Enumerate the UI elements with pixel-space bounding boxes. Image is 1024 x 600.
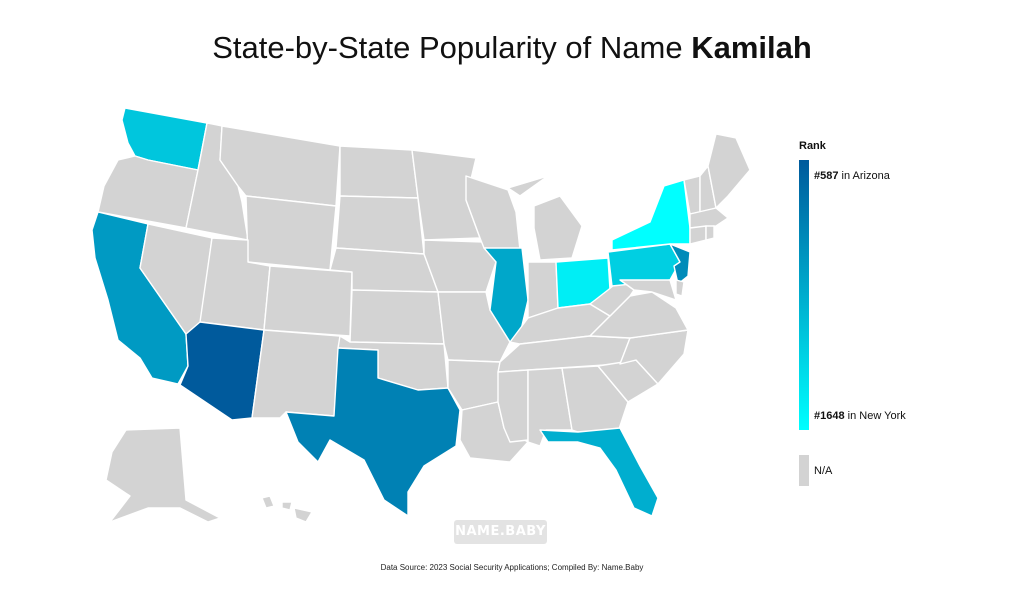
page-title: State-by-State Popularity of Name Kamila… [0,30,1024,66]
legend-bottom-rank: #1648 [814,410,845,422]
state-hawaii [261,495,313,523]
state-missouri [437,291,511,363]
state-colorado [263,265,353,337]
state-new-mexico [251,329,341,419]
state-florida [539,427,659,517]
state-new-york [611,179,691,251]
data-source-note: Data Source: 2023 Social Security Applic… [380,563,644,572]
legend-top-rank: #587 [814,170,839,182]
legend-title: Rank [799,140,826,152]
state-alaska [105,427,221,523]
state-arizona [179,321,265,421]
legend-na-label: N/A [814,465,833,477]
legend-top-label: #587 in Arizona [814,170,890,182]
title-name: Kamilah [691,30,812,65]
state-massachusetts [689,207,729,229]
legend-bottom-state: in New York [844,410,906,422]
legend-bottom-label: #1648 in New York [814,410,906,422]
state-rhode-island [705,225,715,241]
state-kansas [349,289,445,345]
state-michigan [507,175,583,261]
state-texas [285,347,461,517]
state-delaware [675,279,685,297]
state-wyoming [245,195,337,271]
title-prefix: State-by-State Popularity of Name [212,30,692,65]
watermark-logo: NAME.BABY [454,520,547,544]
state-oregon [97,155,199,229]
state-maine [707,133,751,209]
legend-top-state: in Arizona [838,170,890,182]
state-maryland [619,279,677,301]
state-north-dakota [339,145,419,199]
state-south-dakota [335,195,425,255]
legend-color-scale [799,160,809,430]
legend-na-swatch [799,455,809,486]
state-connecticut [689,225,707,245]
